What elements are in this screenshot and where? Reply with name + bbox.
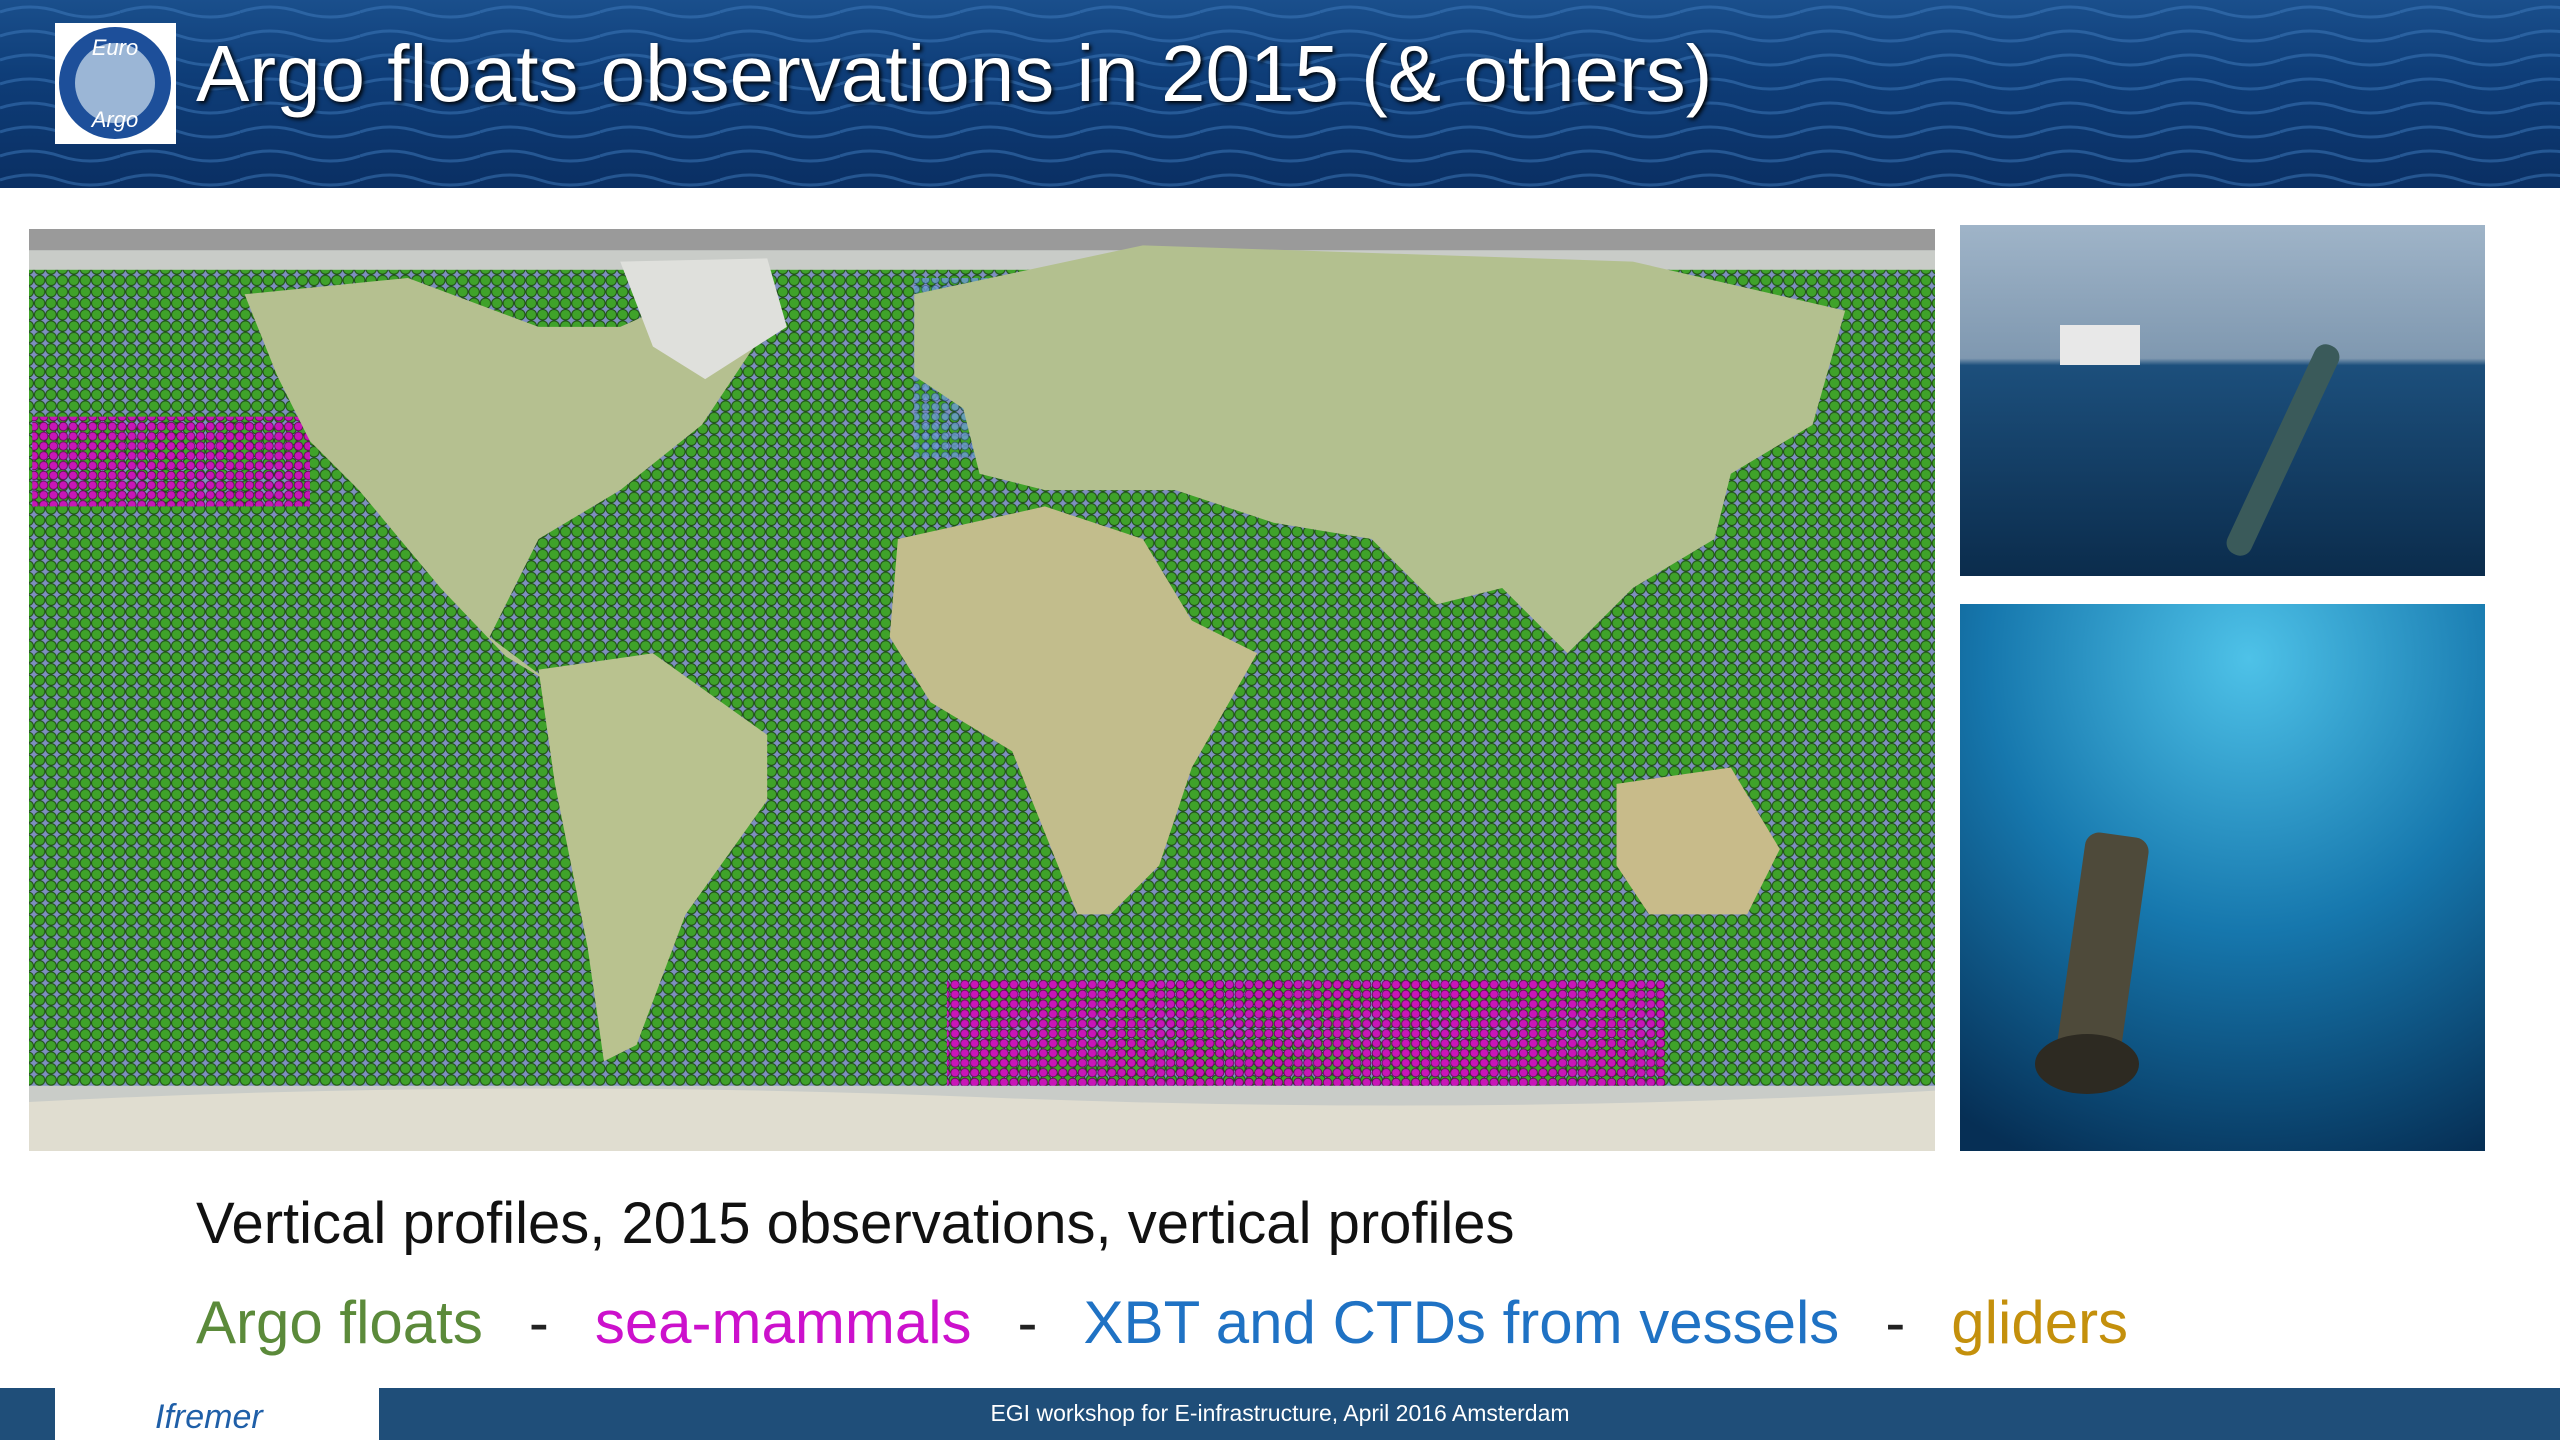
- legend-item: -: [1017, 1289, 1038, 1356]
- legend-item: gliders: [1951, 1289, 2129, 1356]
- footer-text: EGI workshop for E-infrastructure, April…: [990, 1400, 1570, 1426]
- logo-inner: [75, 43, 155, 123]
- legend-item: Argo floats: [196, 1289, 483, 1356]
- mammal-dots: [32, 416, 310, 507]
- land: [29, 1088, 1935, 1151]
- logo-text: Ifremer: [155, 1398, 263, 1436]
- float-base: [2035, 1034, 2139, 1094]
- float: [2055, 832, 2149, 1076]
- legend-item: sea-mammals: [594, 1289, 972, 1356]
- land: [889, 506, 1258, 915]
- ship: [2060, 325, 2140, 365]
- euro-argo-logo: Euro Argo: [55, 23, 176, 144]
- land: [914, 245, 1846, 654]
- mammal-dots: [946, 979, 1666, 1086]
- waves: [0, 0, 2560, 188]
- land: [1616, 767, 1780, 915]
- logo-graphic: Euro Argo: [59, 27, 171, 139]
- ifremer-logo: Ifremer: [55, 1388, 379, 1440]
- wave-texture: [0, 0, 2560, 188]
- photo-bg: [1960, 225, 2485, 576]
- land: [538, 653, 768, 1062]
- world-map: [29, 229, 1935, 1151]
- map-top-bar: [29, 229, 1935, 251]
- land: [620, 258, 787, 380]
- legend-item: -: [1885, 1289, 1906, 1356]
- photo-float-surface: [1960, 225, 2485, 576]
- logo-text: Euro: [92, 35, 138, 60]
- slide-title: Argo floats observations in 2015 (& othe…: [196, 29, 1713, 118]
- photo-float-underwater: [1960, 604, 2485, 1151]
- float: [2226, 344, 2340, 556]
- legend-item: XBT and CTDs from vessels: [1083, 1289, 1840, 1356]
- legend-item: -: [528, 1289, 549, 1356]
- header-banner: Euro Argo Argo floats observations in 20…: [0, 0, 2560, 188]
- footer-bar: Ifremer EGI workshop for E-infrastructur…: [0, 1388, 2560, 1440]
- caption-line: Vertical profiles, 2015 observations, ve…: [196, 1191, 1515, 1256]
- land: [244, 277, 768, 686]
- legend-line: Argo floats - sea-mammals - XBT and CTDs fro…: [196, 1288, 2128, 1357]
- logo-text: Argo: [90, 107, 138, 132]
